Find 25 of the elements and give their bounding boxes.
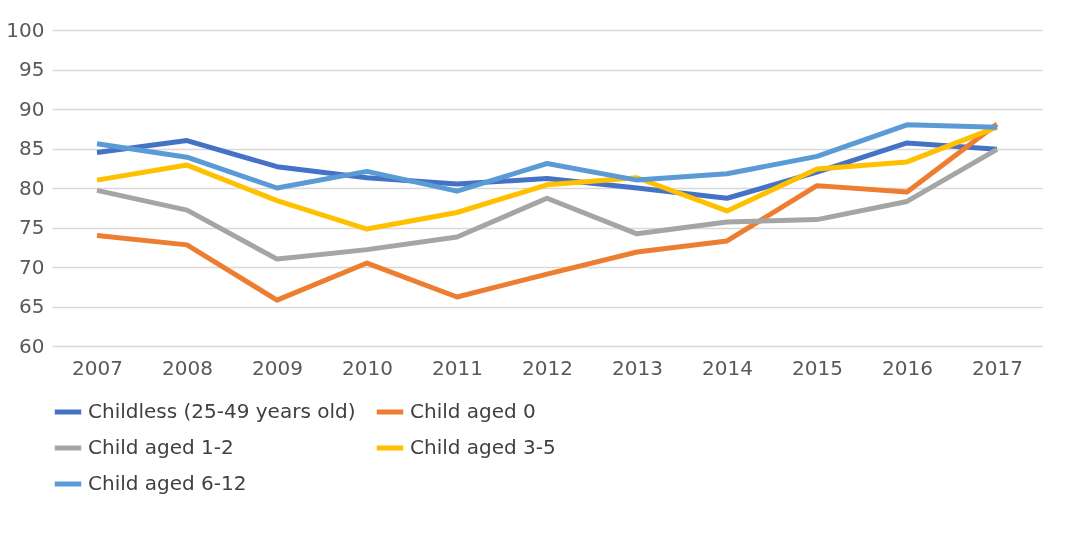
x-tick-label: 2012 <box>522 355 573 380</box>
x-tick-label: 2011 <box>432 355 483 380</box>
legend-label: Childless (25-49 years old) <box>88 399 356 423</box>
x-tick-label: 2010 <box>342 355 393 380</box>
x-tick-label: 2013 <box>612 355 663 380</box>
y-tick-label: 60 <box>19 333 45 358</box>
y-tick-label: 70 <box>19 254 45 279</box>
y-tick-label: 95 <box>19 57 45 81</box>
x-tick-label: 2008 <box>162 355 213 380</box>
x-tick-label: 2017 <box>972 355 1023 380</box>
x-tick-label: 2007 <box>72 355 123 380</box>
x-tick-label: 2009 <box>252 355 303 380</box>
legend-label: Child aged 1-2 <box>88 435 234 459</box>
x-tick-label: 2015 <box>792 355 843 380</box>
legend-label: Child aged 3-5 <box>410 435 556 459</box>
y-tick-label: 100 <box>6 17 45 42</box>
y-tick-label: 85 <box>19 136 45 160</box>
legend-label: Child aged 6-12 <box>88 471 247 495</box>
x-tick-label: 2016 <box>882 355 933 380</box>
legend-label: Child aged 0 <box>410 399 536 423</box>
y-tick-label: 75 <box>19 215 45 239</box>
x-tick-label: 2014 <box>702 355 753 380</box>
y-tick-label: 65 <box>19 294 45 318</box>
y-tick-label: 80 <box>19 175 45 200</box>
y-tick-label: 90 <box>19 96 45 121</box>
